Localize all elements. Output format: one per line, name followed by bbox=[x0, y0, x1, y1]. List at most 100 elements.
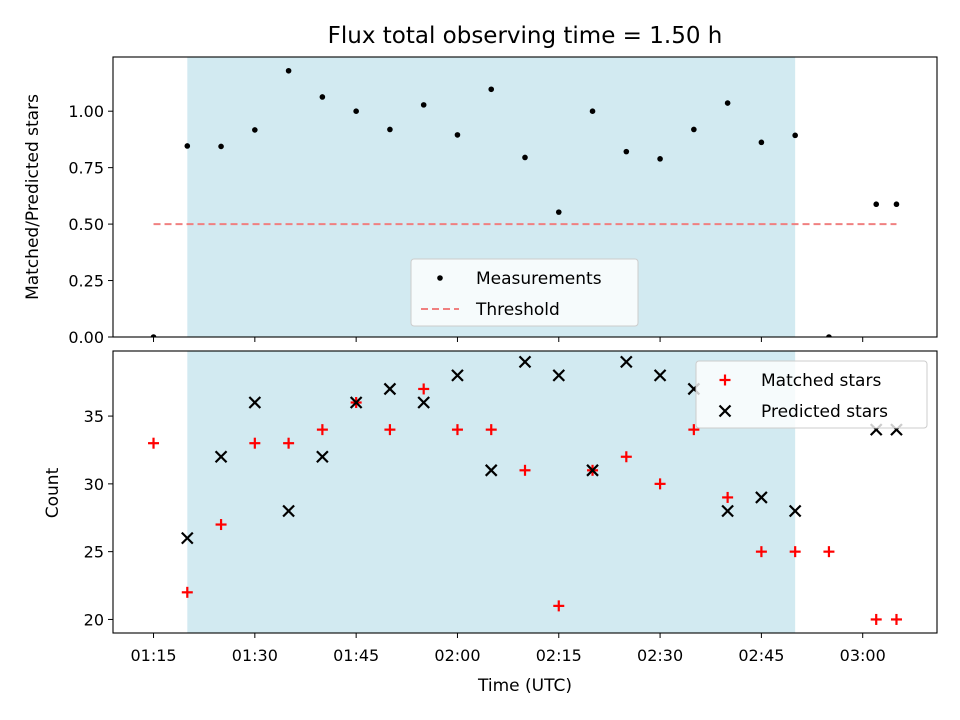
legend-1-label-1: Predicted stars bbox=[761, 402, 888, 422]
bottom-series-0-point-21 bbox=[870, 613, 882, 625]
bottom-series-1-point-5 bbox=[349, 396, 363, 409]
top-series-0-point-20 bbox=[826, 334, 832, 337]
legend-1: Matched stars Predicted stars bbox=[695, 360, 928, 429]
bottom-series-0-point-1 bbox=[181, 586, 193, 598]
legend-0-label-0: Measurements bbox=[476, 269, 602, 289]
bottom-series-0-point-7 bbox=[384, 424, 396, 436]
x-tick-label-2: 01:45 bbox=[333, 646, 379, 665]
bottom-series-1-point-16 bbox=[721, 504, 734, 518]
top-series-0-point-4 bbox=[285, 67, 292, 74]
bottom-series-0-point-15 bbox=[654, 478, 666, 490]
legend-1-swatch-0 bbox=[719, 374, 731, 386]
bottom-series-1-point-0 bbox=[181, 531, 194, 545]
bottom-series-1-point-9 bbox=[484, 464, 498, 477]
bottom-series-1-point-13 bbox=[620, 355, 633, 369]
bottom-series-0-point-4 bbox=[283, 437, 295, 449]
bottom-series-0-point-8 bbox=[418, 383, 430, 395]
top-series-0-point-22 bbox=[893, 201, 900, 208]
legend-1-swatch-1 bbox=[718, 404, 732, 418]
bottom-series-1-point-14 bbox=[653, 369, 667, 382]
bottom-series-0-point-9 bbox=[451, 424, 463, 436]
top-series-0-point-6 bbox=[353, 108, 359, 114]
legend-0-label-1: Threshold bbox=[475, 300, 560, 320]
top-y-tick-label-1: 0.25 bbox=[68, 272, 104, 291]
bottom-series-0-point-12 bbox=[553, 600, 565, 612]
top-series-0-point-17 bbox=[724, 100, 731, 106]
bottom-series-0-point-5 bbox=[316, 424, 328, 436]
top-series-group bbox=[150, 67, 900, 337]
bottom-y-tick-label-2: 30 bbox=[84, 475, 104, 494]
bottom-series-1-point-12 bbox=[586, 464, 599, 477]
plot-area: 0.00 0.25 0.50 0.75 1.00 20 25 30 35 01:15 01:30 01… bbox=[68, 56, 938, 665]
x-tick-label-3: 02:00 bbox=[434, 646, 480, 665]
legend-1-label-0: Matched stars bbox=[761, 371, 881, 391]
top-series-0-point-21 bbox=[873, 201, 880, 208]
top-axes-frame bbox=[112, 56, 938, 338]
top-y-tick-label-2: 0.50 bbox=[68, 215, 104, 234]
top-series-0-point-14 bbox=[623, 148, 630, 155]
top-y-tick-label-0: 0.00 bbox=[68, 328, 104, 347]
bottom-series-0-point-0 bbox=[148, 437, 160, 449]
x-tick-label-5: 02:30 bbox=[637, 646, 683, 665]
x-tick-label-1: 01:30 bbox=[232, 646, 278, 665]
top-series-0-point-10 bbox=[488, 86, 495, 93]
bottom-series-0-point-20 bbox=[823, 546, 835, 558]
bottom-series-0-point-14 bbox=[620, 451, 632, 463]
top-y-tick-label-4: 1.00 bbox=[68, 102, 104, 121]
bottom-series-1-point-11 bbox=[552, 369, 566, 382]
bottom-series-0-point-2 bbox=[215, 519, 227, 531]
top-y-tick-label-3: 0.75 bbox=[68, 159, 104, 178]
bottom-series-0-point-3 bbox=[249, 437, 261, 449]
bottom-series-1-point-1 bbox=[214, 450, 228, 464]
legend-0: Measurements Threshold bbox=[410, 258, 639, 327]
x-axis-label: Time (UTC) bbox=[477, 676, 572, 696]
top-series-0-point-15 bbox=[657, 156, 663, 162]
top-series-0-point-2 bbox=[218, 143, 224, 150]
bottom-series-1-point-7 bbox=[417, 396, 430, 409]
top-series-0-point-7 bbox=[387, 126, 393, 133]
bottom-axes-frame bbox=[112, 350, 938, 634]
chart-title: Flux total observing time = 1.50 h bbox=[328, 23, 723, 49]
top-series-0-point-1 bbox=[184, 143, 191, 149]
top-series-0-point-12 bbox=[555, 209, 562, 215]
bottom-series-0-point-16 bbox=[688, 424, 700, 436]
top-series-0-point-0 bbox=[150, 334, 157, 337]
bottom-series-1-point-8 bbox=[451, 369, 464, 382]
bottom-y-tick-label-0: 20 bbox=[84, 610, 104, 629]
top-series-0-point-9 bbox=[454, 132, 461, 138]
bottom-series-1-point-18 bbox=[788, 504, 802, 518]
top-series-0-point-19 bbox=[792, 132, 798, 139]
bottom-series-0-point-22 bbox=[890, 613, 902, 625]
top-series-0-point-13 bbox=[589, 108, 596, 114]
x-tick-label-7: 03:00 bbox=[840, 646, 886, 665]
top-series-0-point-16 bbox=[691, 126, 697, 133]
x-tick-label-6: 02:45 bbox=[738, 646, 784, 665]
bottom-series-0-point-18 bbox=[755, 546, 767, 558]
bottom-series-1-point-17 bbox=[755, 491, 768, 504]
top-y-axis-label: Matched/Predicted stars bbox=[23, 94, 43, 300]
bottom-y-tick-label-3: 35 bbox=[84, 407, 104, 426]
bottom-series-1-point-6 bbox=[383, 382, 397, 396]
bottom-series-1-point-4 bbox=[316, 450, 329, 464]
top-series-0-point-11 bbox=[522, 154, 528, 161]
bottom-series-0-point-11 bbox=[519, 464, 531, 476]
bottom-series-0-point-17 bbox=[722, 491, 734, 503]
top-series-0-point-18 bbox=[758, 139, 765, 146]
bottom-highlight-span bbox=[187, 351, 796, 633]
bottom-y-axis-label: Count bbox=[43, 467, 63, 518]
legend-0-swatch-0 bbox=[437, 275, 443, 281]
bottom-series-0-point-10 bbox=[485, 424, 497, 436]
legend-0-box bbox=[410, 258, 639, 327]
top-series-0-point-5 bbox=[319, 94, 326, 100]
legend-1-box bbox=[695, 360, 928, 429]
top-series-0-point-8 bbox=[420, 102, 427, 108]
bottom-series-0-point-19 bbox=[789, 546, 801, 558]
bottom-series-1-point-2 bbox=[248, 396, 262, 409]
top-series-0-point-3 bbox=[252, 127, 258, 133]
x-tick-label-0: 01:15 bbox=[130, 646, 176, 665]
bottom-series-1-point-10 bbox=[518, 355, 532, 369]
bottom-y-tick-label-1: 25 bbox=[84, 543, 104, 562]
x-tick-label-4: 02:15 bbox=[536, 646, 582, 665]
bottom-series-1-point-3 bbox=[282, 504, 295, 518]
